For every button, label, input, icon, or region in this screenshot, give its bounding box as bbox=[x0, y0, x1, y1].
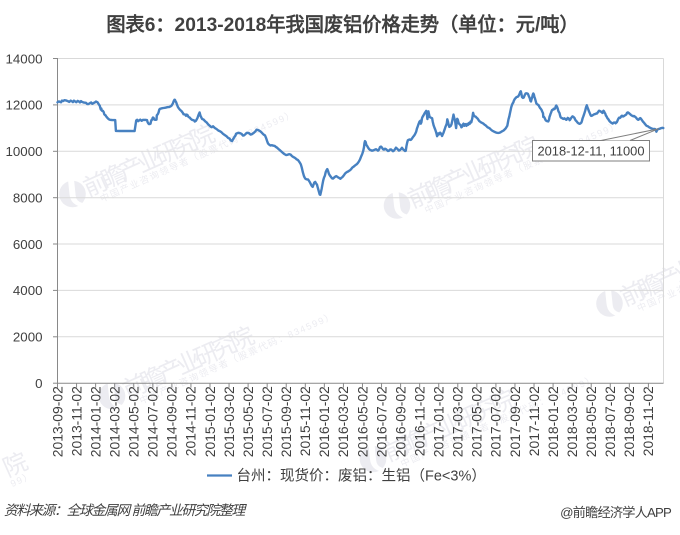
svg-text:2000: 2000 bbox=[13, 330, 43, 345]
svg-text:2018-07-02: 2018-07-02 bbox=[602, 386, 618, 457]
svg-text:2016-01-02: 2016-01-02 bbox=[316, 386, 332, 457]
svg-text:2013-11-02: 2013-11-02 bbox=[68, 386, 84, 456]
svg-text:2015-03-02: 2015-03-02 bbox=[221, 386, 237, 457]
svg-text:2018-01-02: 2018-01-02 bbox=[545, 386, 561, 457]
svg-text:@前瞻经济学人APP: @前瞻经济学人APP bbox=[560, 504, 672, 520]
svg-text:2016-07-02: 2016-07-02 bbox=[373, 386, 389, 457]
svg-text:2013-09-02: 2013-09-02 bbox=[49, 386, 65, 457]
svg-text:2014-09-02: 2014-09-02 bbox=[164, 386, 180, 457]
svg-text:2014-05-02: 2014-05-02 bbox=[126, 386, 142, 457]
svg-text:2015-01-02: 2015-01-02 bbox=[202, 386, 218, 457]
svg-text:2017-03-02: 2017-03-02 bbox=[450, 386, 466, 457]
svg-text:2014-01-02: 2014-01-02 bbox=[87, 386, 103, 457]
svg-text:2015-09-02: 2015-09-02 bbox=[278, 386, 294, 457]
svg-text:2014-11-02: 2014-11-02 bbox=[183, 386, 199, 456]
svg-text:12000: 12000 bbox=[6, 98, 43, 113]
svg-text:2017-01-02: 2017-01-02 bbox=[431, 386, 447, 457]
svg-text:2018-09-02: 2018-09-02 bbox=[621, 386, 637, 457]
svg-text:图表6：2013-2018年我国废铝价格走势（单位：元/吨）: 图表6：2013-2018年我国废铝价格走势（单位：元/吨） bbox=[106, 13, 578, 36]
svg-text:2015-07-02: 2015-07-02 bbox=[259, 386, 275, 457]
svg-text:2016-05-02: 2016-05-02 bbox=[354, 386, 370, 457]
svg-text:2014-07-02: 2014-07-02 bbox=[145, 386, 161, 457]
svg-text:0: 0 bbox=[35, 376, 42, 391]
svg-text:2014-03-02: 2014-03-02 bbox=[106, 386, 122, 457]
svg-text:2018-05-02: 2018-05-02 bbox=[583, 386, 599, 457]
svg-text:2018-11-02: 2018-11-02 bbox=[640, 386, 656, 456]
svg-text:2015-05-02: 2015-05-02 bbox=[240, 386, 256, 457]
svg-text:14000: 14000 bbox=[6, 51, 43, 66]
svg-text:6000: 6000 bbox=[13, 237, 43, 252]
svg-text:2017-11-02: 2017-11-02 bbox=[526, 386, 542, 456]
svg-text:2018-12-11, 11000: 2018-12-11, 11000 bbox=[537, 144, 644, 159]
svg-text:2016-03-02: 2016-03-02 bbox=[335, 386, 351, 457]
svg-text:2017-09-02: 2017-09-02 bbox=[507, 386, 523, 457]
svg-text:2016-11-02: 2016-11-02 bbox=[411, 386, 427, 456]
svg-text:台州：现货价：废铝：生铝（Fe<3%）: 台州：现货价：废铝：生铝（Fe<3%） bbox=[237, 468, 486, 485]
svg-text:2017-07-02: 2017-07-02 bbox=[488, 386, 504, 457]
svg-text:2015-11-02: 2015-11-02 bbox=[297, 386, 313, 456]
svg-text:8000: 8000 bbox=[13, 191, 43, 206]
svg-text:4000: 4000 bbox=[13, 283, 43, 298]
svg-text:2016-09-02: 2016-09-02 bbox=[392, 386, 408, 457]
svg-text:2018-03-02: 2018-03-02 bbox=[564, 386, 580, 457]
svg-text:资料来源：全球金属网 前瞻产业研究院整理: 资料来源：全球金属网 前瞻产业研究院整理 bbox=[4, 503, 247, 518]
svg-text:2017-05-02: 2017-05-02 bbox=[469, 386, 485, 457]
svg-text:10000: 10000 bbox=[6, 144, 43, 159]
